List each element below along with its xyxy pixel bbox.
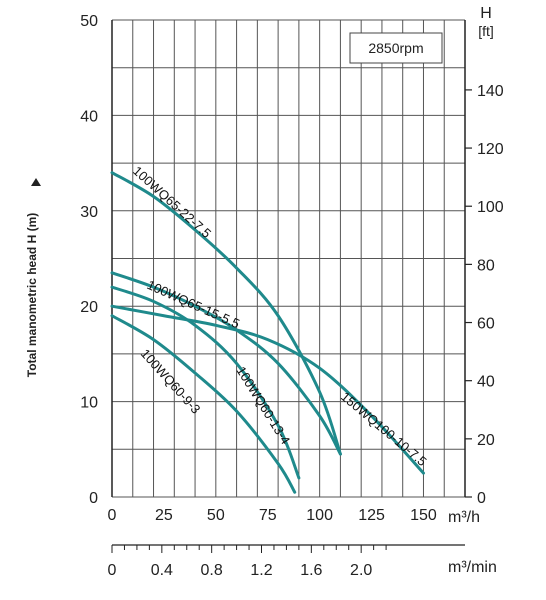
y-tick-label-ft: 0 (477, 490, 486, 507)
x-tick-label-m3h: 0 (108, 507, 117, 524)
y-tick-label-m: 20 (80, 299, 98, 316)
y-tick-label-ft: 120 (477, 141, 504, 158)
curve-label: 100WQ60-13-4 (233, 364, 293, 447)
y-axis-label: Total manometric head H (m) (25, 213, 39, 377)
y-tick-label-m: 40 (80, 108, 98, 125)
y-tick-label-ft: 80 (477, 257, 495, 274)
x-axis-unit-m3min: m³/min (448, 559, 497, 576)
x-tick-label-m3h: 75 (259, 507, 277, 524)
y-tick-label-ft: 140 (477, 83, 504, 100)
x-tick-label-m3min: 1.2 (250, 562, 272, 579)
x-tick-label-m3h: 125 (358, 507, 385, 524)
x-tick-label-m3min: 0.4 (151, 562, 173, 579)
rpm-label: 2850rpm (368, 40, 423, 56)
x-tick-label-m3h: 50 (207, 507, 225, 524)
grid-lines (111, 19, 466, 498)
curve-100WQ60-13-4 (110, 285, 301, 480)
rpm-box (349, 32, 443, 64)
curve-label: 100WQ65-22-7.5 (130, 163, 214, 241)
x-tick-label-m3h: 100 (306, 507, 333, 524)
x-tick-label-m3h: 25 (155, 507, 173, 524)
x-tick-label-m3min: 2.0 (350, 562, 372, 579)
y-tick-label-m: 30 (80, 204, 98, 221)
x-tick-label-m3min: 0.8 (201, 562, 223, 579)
y-tick-label-m: 0 (89, 490, 98, 507)
y-tick-label-ft: 60 (477, 316, 495, 333)
y-axis-arrow-icon (31, 178, 41, 186)
y-tick-label-m: 50 (80, 13, 98, 30)
curve-100WQ60-9-3 (110, 314, 297, 494)
x-tick-label-m3min: 1.6 (300, 562, 322, 579)
curve-label: 100WQ60-9-3 (138, 346, 204, 417)
y-tick-label-ft: 40 (477, 374, 495, 391)
y-tick-label-ft: 20 (477, 432, 495, 449)
curve-150WQ100-10-7.5 (110, 304, 425, 475)
x-axis-unit-m3h: m³/h (448, 509, 480, 526)
performance-curves (110, 171, 425, 494)
y-tick-label-m: 10 (80, 395, 98, 412)
curve-label: 150WQ100-10-7.5 (338, 389, 430, 469)
x-tick-label-m3h: 150 (410, 507, 437, 524)
y-tick-label-ft: 100 (477, 199, 504, 216)
x-tick-label-m3min: 0 (108, 562, 117, 579)
right-axis-title-h: H (480, 5, 492, 22)
right-axis-title-ft: [ft] (478, 23, 494, 39)
axes (111, 20, 472, 553)
curve-100WQ65-22-7.5 (110, 171, 342, 456)
